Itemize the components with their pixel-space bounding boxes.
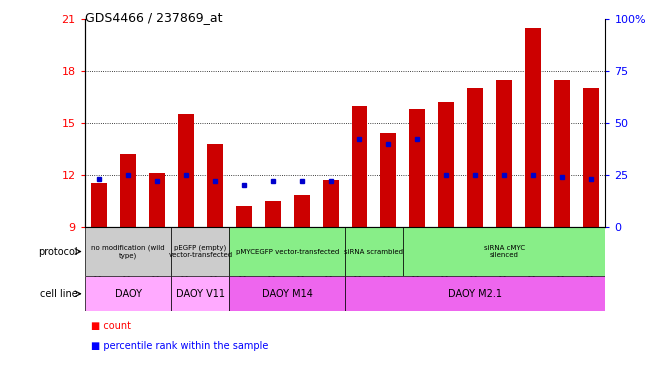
Bar [85, 227, 171, 276]
Text: ■ count: ■ count [91, 321, 131, 331]
Bar [149, 173, 165, 227]
Text: protocol: protocol [38, 247, 78, 257]
Text: DAOY: DAOY [115, 289, 141, 299]
Text: cell line: cell line [40, 289, 78, 299]
Text: pMYCEGFP vector-transfected: pMYCEGFP vector-transfected [236, 248, 339, 255]
Text: ■ percentile rank within the sample: ■ percentile rank within the sample [91, 341, 268, 351]
Bar [294, 195, 310, 227]
Text: siRNA scrambled: siRNA scrambled [344, 248, 404, 255]
Text: DAOY V11: DAOY V11 [176, 289, 225, 299]
Bar [496, 80, 512, 227]
Bar [380, 133, 396, 227]
Bar [345, 276, 605, 311]
Bar [583, 88, 599, 227]
Bar [91, 184, 107, 227]
Text: siRNA cMYC
silenced: siRNA cMYC silenced [484, 245, 525, 258]
Text: DAOY M14: DAOY M14 [262, 289, 312, 299]
Bar [265, 201, 281, 227]
Bar [236, 206, 252, 227]
Bar [345, 227, 403, 276]
Text: DAOY M2.1: DAOY M2.1 [449, 289, 502, 299]
Bar [323, 180, 339, 227]
Bar [554, 80, 570, 227]
Bar [525, 28, 541, 227]
Text: GDS4466 / 237869_at: GDS4466 / 237869_at [85, 12, 222, 25]
Bar [85, 276, 171, 311]
Bar [438, 102, 454, 227]
Text: pEGFP (empty)
vector-transfected: pEGFP (empty) vector-transfected [169, 245, 232, 258]
Bar [229, 227, 345, 276]
Text: no modification (wild
type): no modification (wild type) [91, 245, 165, 258]
Bar [171, 227, 229, 276]
Bar [352, 106, 367, 227]
Bar [409, 109, 425, 227]
Bar [207, 144, 223, 227]
Bar [229, 276, 345, 311]
Bar [171, 276, 229, 311]
Bar [467, 88, 483, 227]
Bar [178, 114, 194, 227]
Bar [403, 227, 605, 276]
Bar [120, 154, 136, 227]
